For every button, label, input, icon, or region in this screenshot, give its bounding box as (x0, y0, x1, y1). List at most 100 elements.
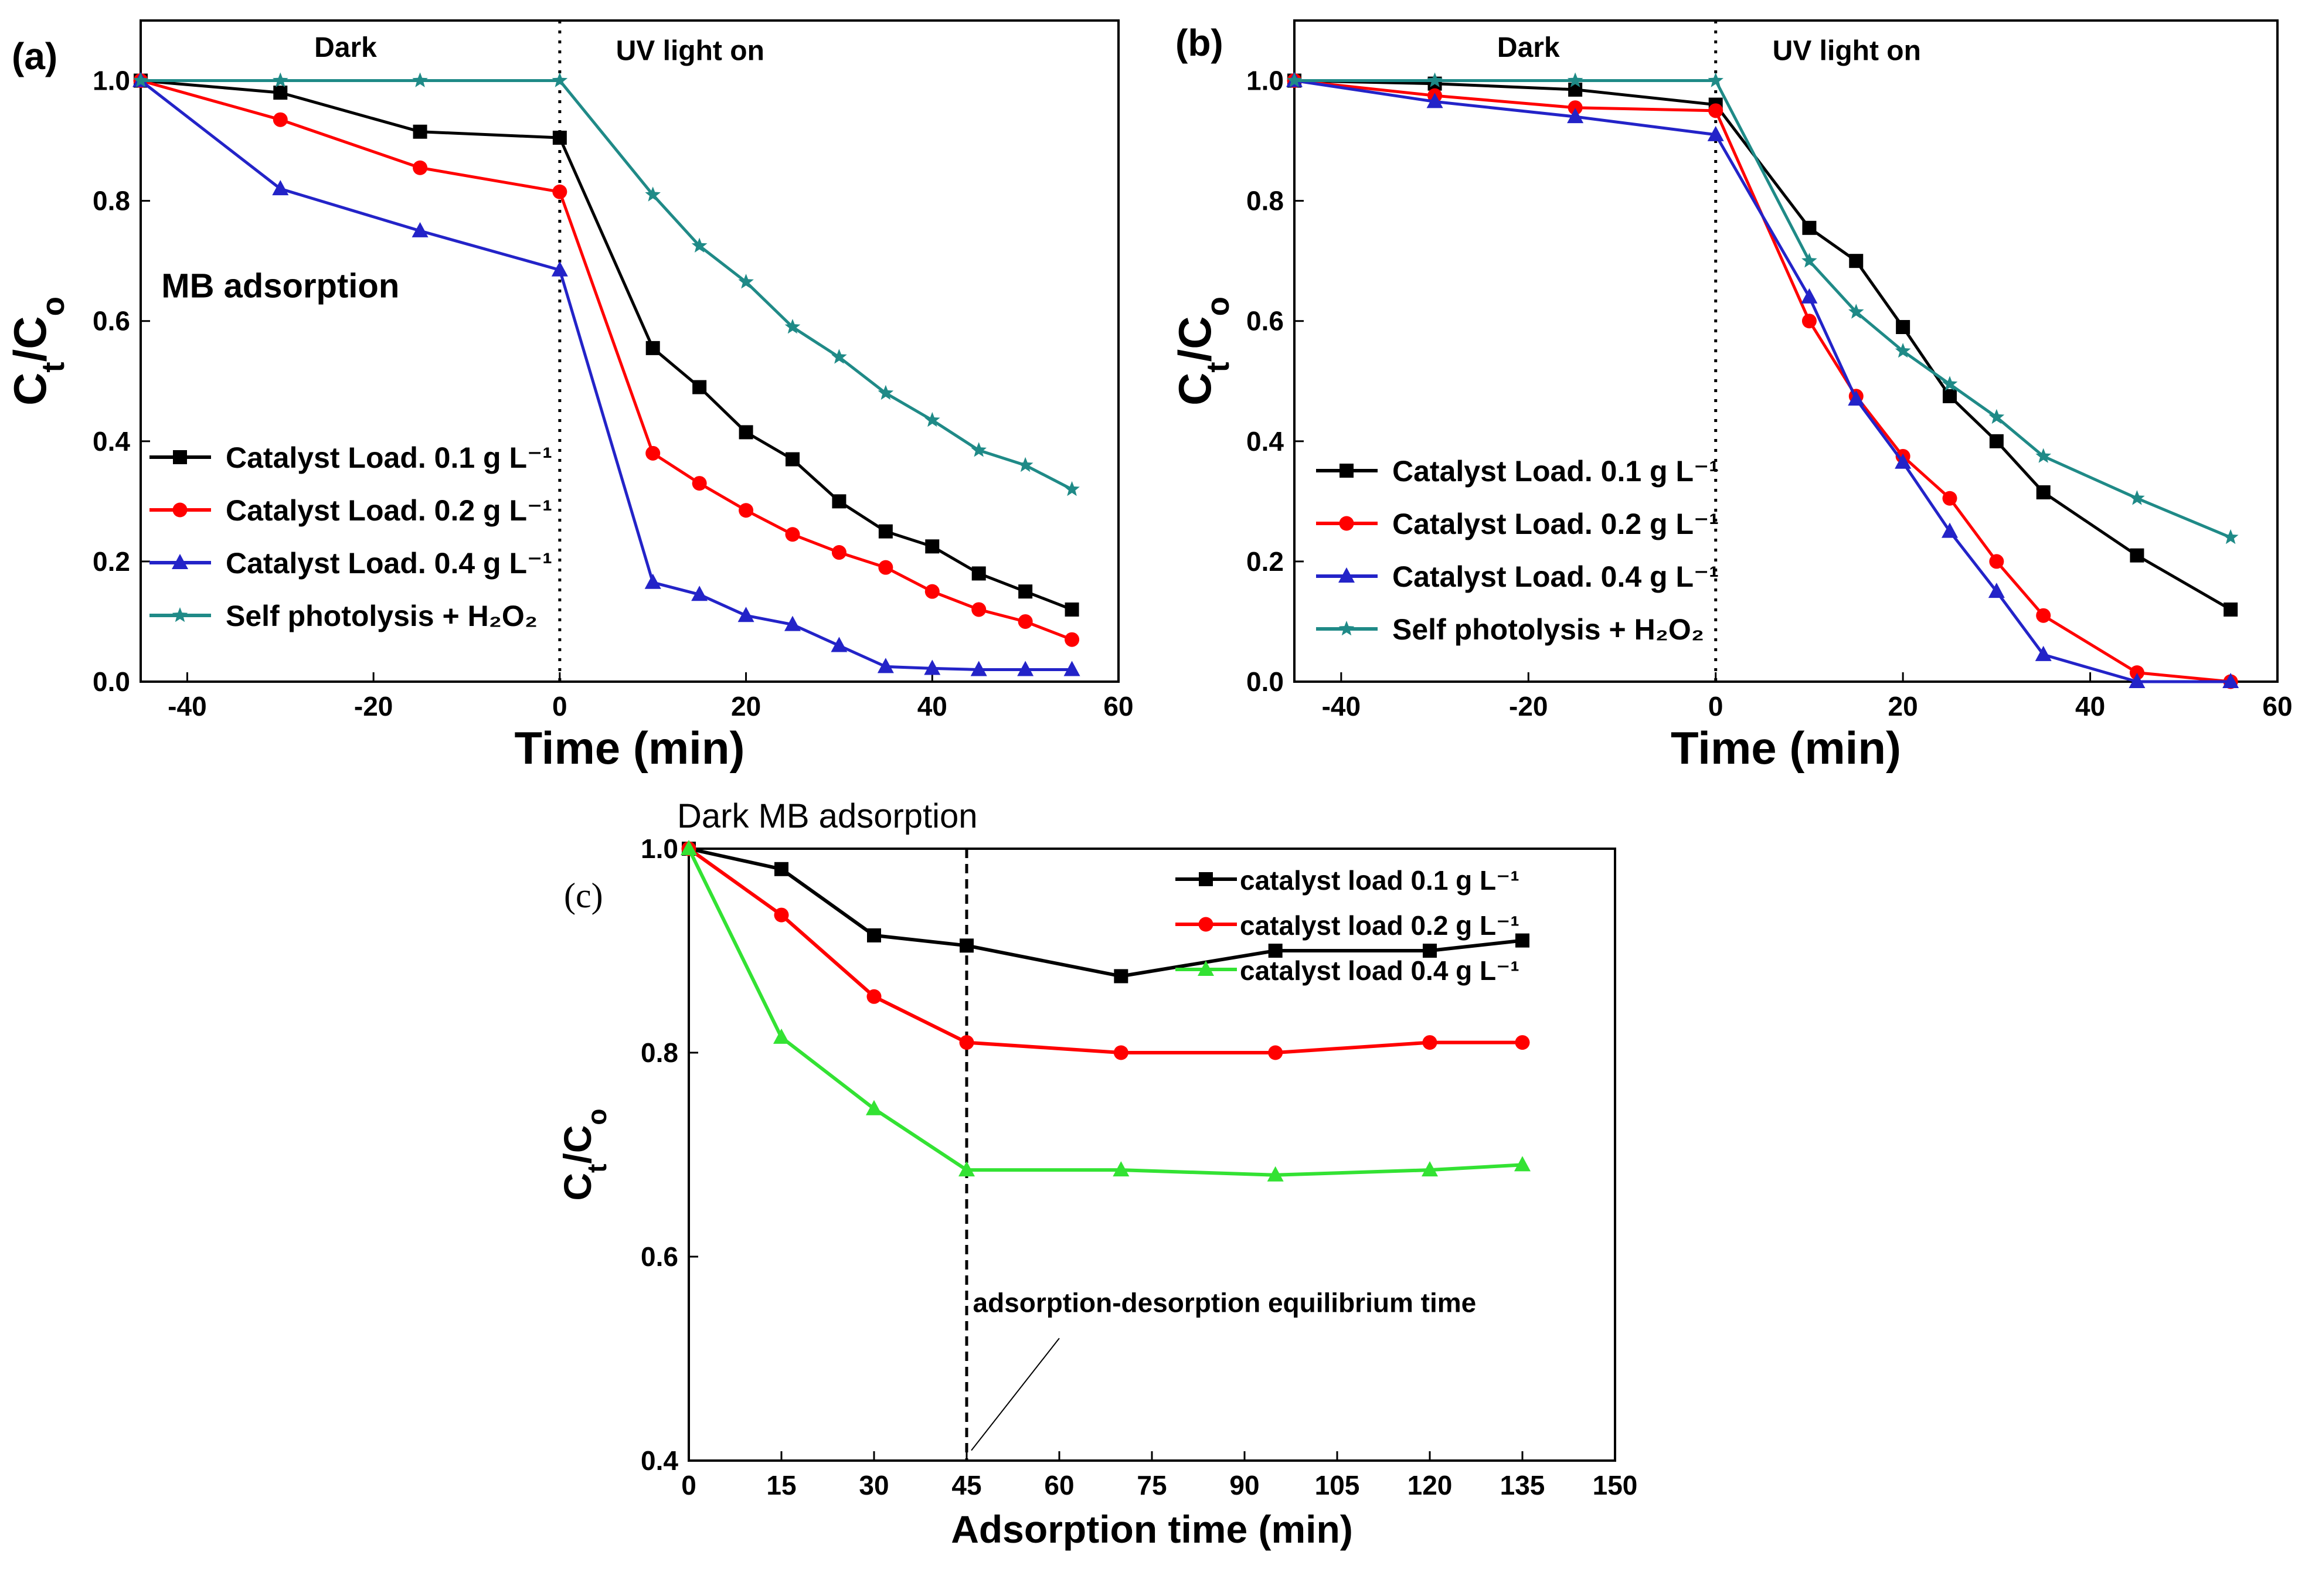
data-point (924, 659, 941, 675)
x-tick-label: 60 (1103, 691, 1133, 722)
data-point (1568, 82, 1583, 97)
y-tick-label: 0.6 (93, 306, 130, 336)
x-tick-label: 135 (1500, 1470, 1545, 1500)
x-tick-label: 60 (2262, 691, 2292, 722)
y-tick-label: 1.0 (641, 833, 678, 864)
y-axis-title-part: o (1200, 297, 1236, 316)
data-point (831, 349, 847, 364)
data-point (1514, 1156, 1531, 1172)
y-tick-label: 0.8 (1246, 186, 1284, 216)
panel-label: (c) (564, 876, 603, 915)
legend-entry: Self photolysis + H₂O₂ (149, 600, 538, 632)
data-point (738, 274, 754, 289)
data-point (2224, 602, 2238, 617)
data-point (971, 442, 987, 457)
data-point (1065, 602, 1079, 617)
legend-label: Catalyst Load. 0.2 g L⁻¹ (1392, 508, 1719, 540)
data-point (273, 72, 288, 87)
data-point (1567, 108, 1584, 124)
data-point (784, 319, 801, 334)
data-point (272, 180, 289, 196)
data-point (552, 72, 568, 87)
data-point (960, 938, 974, 953)
data-point (1515, 1035, 1530, 1050)
x-tick-label: 0 (552, 691, 567, 722)
data-point (645, 186, 661, 202)
data-point (831, 637, 848, 652)
data-point (413, 124, 427, 139)
legend-marker (1340, 464, 1354, 478)
legend-label: catalyst load 0.2 g L⁻¹ (1240, 910, 1519, 941)
data-point (1064, 481, 1080, 496)
plot-frame (1293, 19, 2279, 683)
x-tick-label: 0 (681, 1470, 696, 1500)
data-point (1267, 1166, 1284, 1182)
x-tick-label: 20 (731, 691, 761, 722)
data-point (1895, 453, 1912, 469)
data-point (2129, 665, 2144, 680)
annotation: Dark (314, 32, 377, 63)
data-point (2035, 448, 2051, 463)
series-line (140, 79, 1073, 641)
legend-marker (1338, 567, 1355, 583)
y-axis-title-part: /C (556, 1125, 599, 1164)
x-tick-label: -20 (354, 691, 393, 722)
x-tick-label: -40 (168, 691, 206, 722)
data-point (1849, 254, 1864, 268)
y-tick-label: 0.4 (641, 1445, 678, 1476)
legend-label: Catalyst Load. 0.1 g L⁻¹ (226, 441, 552, 474)
data-point (1018, 614, 1033, 629)
data-point (2130, 548, 2144, 563)
x-tick-label: 75 (1137, 1470, 1167, 1500)
x-tick-label: 0 (1708, 691, 1723, 722)
annotation: UV light on (1773, 35, 1921, 66)
x-tick-label: 105 (1315, 1470, 1360, 1500)
y-tick-label: 0.6 (1246, 306, 1284, 336)
data-point (1286, 72, 1303, 87)
annotation-leader-line (971, 1338, 1060, 1451)
legend-marker (1198, 961, 1214, 976)
data-point (551, 261, 568, 277)
series-line (688, 847, 1522, 1054)
y-axis-title: Ct/Co (556, 1108, 612, 1200)
series-line (687, 848, 1523, 1177)
data-point (739, 425, 753, 440)
data-point (924, 584, 940, 599)
y-axis-title-part: C (1169, 373, 1221, 406)
series-green (681, 840, 1531, 1182)
legend-entry: Self photolysis + H₂O₂ (1316, 613, 1704, 646)
data-point (1268, 944, 1283, 958)
y-tick-label: 0.0 (93, 666, 130, 697)
data-point (412, 222, 429, 237)
y-tick-label: 1.0 (93, 66, 130, 96)
x-tick-label: 120 (1408, 1470, 1453, 1500)
data-point (1988, 409, 2005, 424)
legend-marker (172, 554, 188, 569)
data-point (1708, 103, 1723, 118)
annotation: Dark (1497, 32, 1560, 63)
legend-label: Catalyst Load. 0.4 g L⁻¹ (1392, 560, 1719, 593)
x-tick-label: 40 (917, 691, 947, 722)
data-point (971, 602, 987, 617)
y-tick-label: 0.2 (93, 546, 130, 577)
legend-marker (1198, 917, 1213, 932)
data-point (1567, 72, 1583, 87)
annotation: MB adsorption (161, 267, 399, 305)
data-point (878, 560, 893, 575)
data-point (832, 494, 846, 509)
data-point (1802, 220, 1817, 235)
data-point (739, 503, 754, 518)
data-point (877, 658, 894, 673)
data-point (1114, 969, 1128, 984)
x-axis-title: Adsorption time (min) (951, 1507, 1353, 1551)
data-point (645, 445, 661, 461)
data-point (1113, 1161, 1130, 1177)
data-point (1426, 93, 1443, 108)
data-point (971, 566, 986, 581)
panel-label: (a) (12, 35, 57, 77)
data-point (866, 1100, 882, 1115)
data-point (132, 72, 149, 87)
data-point (1427, 72, 1443, 87)
legend-marker (173, 450, 187, 464)
series-red (681, 841, 1530, 1060)
